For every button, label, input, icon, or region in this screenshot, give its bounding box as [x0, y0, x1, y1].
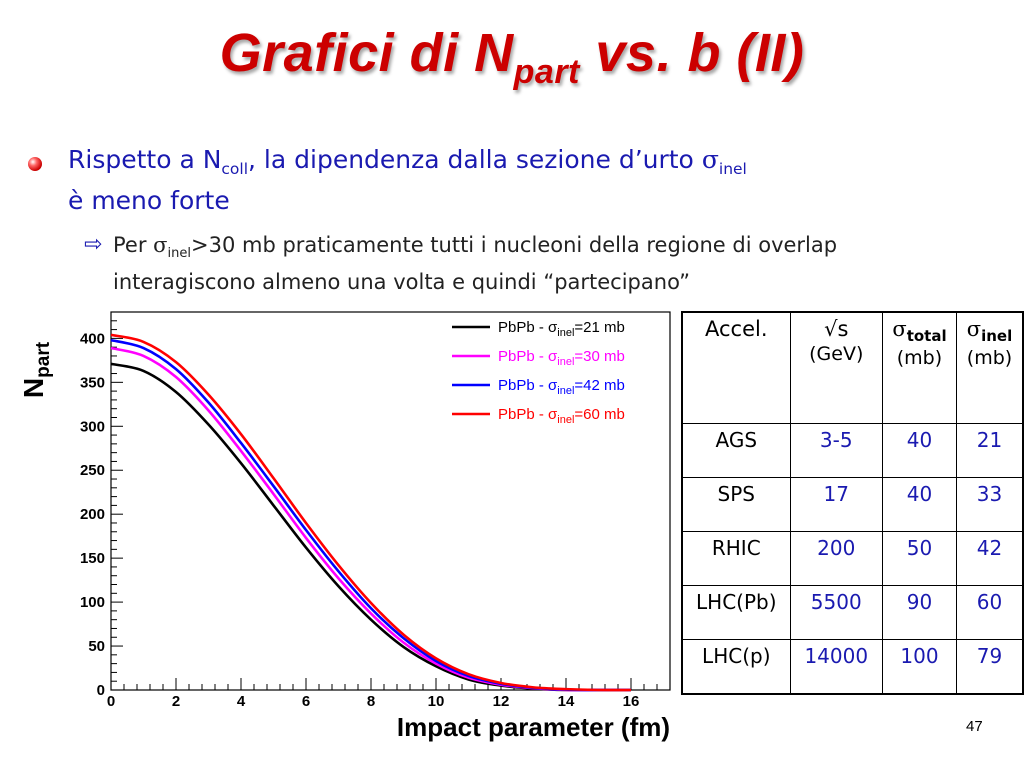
bullet1-part-c: è meno forte [68, 186, 230, 215]
table-cell-sigma-total: 40 [881, 423, 957, 478]
arrow-right-icon: ⇨ [84, 232, 103, 257]
legend-entry-4: PbPb - σinel=60 mb [498, 406, 625, 426]
bullet1-part-a: Rispetto a N [68, 145, 222, 174]
title-subscript: part [513, 52, 580, 91]
legend-label: PbPb - σ [498, 319, 558, 336]
legend-entry-1: PbPb - σinel=21 mb [498, 319, 625, 339]
header-sqrts-label: √s [824, 317, 849, 341]
header-sigma-total-symbol: σ [892, 317, 907, 341]
bullet1-sub-coll: coll [221, 160, 249, 178]
bullet2-part-a: Per [113, 233, 154, 257]
slide-title: Grafici di Npart vs. b (II) [0, 22, 1024, 92]
bullet-text-2: Per σinel>30 mb praticamente tutti i nuc… [113, 231, 953, 297]
x-tick-label: 14 [558, 693, 575, 710]
y-tick-label: 300 [80, 418, 105, 435]
accelerator-table: Accel. √s (GeV) σtotal (mb) σinel (mb) AGS … [681, 311, 1024, 695]
title-end: vs. b (II) [579, 23, 805, 83]
legend-label-value: =60 mb [574, 406, 624, 423]
bullet1-part-b: , la dipendenza dalla sezione d’urto [248, 145, 702, 174]
table-cell-accel: AGS [681, 423, 791, 478]
legend-label-sub: inel [557, 414, 574, 426]
table-row: RHIC 200 50 42 [681, 531, 1024, 586]
header-sqrts: √s (GeV) [789, 311, 883, 424]
table-cell-sigma-total: 50 [881, 531, 957, 586]
table-cell-sigma-inel: 42 [955, 531, 1024, 586]
header-sigma-inel: σinel (mb) [955, 311, 1024, 424]
y-tick-label: 0 [97, 682, 105, 699]
table-cell-sigma-inel: 79 [955, 639, 1024, 694]
legend-label: PbPb - σ [498, 377, 558, 394]
x-tick-label: 0 [107, 693, 115, 710]
table-cell-sqrts: 14000 [789, 639, 883, 694]
table-row: LHC(p) 14000 100 79 [681, 639, 1024, 694]
table-row: LHC(Pb) 5500 90 60 [681, 585, 1024, 640]
y-tick-label: 50 [88, 638, 105, 655]
x-tick-label: 16 [623, 693, 640, 710]
table-cell-accel: SPS [681, 477, 791, 532]
x-tick-label: 2 [172, 693, 180, 710]
y-tick-label: 200 [80, 506, 105, 523]
header-sigma-inel-symbol: σ [966, 317, 982, 341]
legend-label-value: =21 mb [574, 319, 624, 336]
legend-entry-2: PbPb - σinel=30 mb [498, 348, 625, 368]
y-tick-label: 100 [80, 594, 105, 611]
table-cell-accel: LHC(p) [681, 639, 791, 694]
x-tick-label: 4 [237, 693, 246, 710]
y-axis-title-main: N [18, 378, 49, 398]
npart-vs-b-chart: 0 2 4 6 8 10 12 14 16 0 50 100 150 200 250 300 350 400 Imp… [18, 311, 671, 742]
bullet-text-1: Rispetto a Ncoll, la dipendenza dalla se… [68, 144, 968, 217]
table-cell-sqrts: 5500 [789, 585, 883, 640]
bullet-icon [28, 157, 42, 171]
header-sigma-inel-sub: inel [981, 327, 1013, 345]
y-axis-title: Npart [18, 341, 54, 398]
bullet1-sigma: σ [701, 145, 719, 174]
header-sigma-total-sub: total [906, 327, 947, 345]
legend-label-value: =30 mb [574, 348, 624, 365]
table-cell-accel: LHC(Pb) [681, 585, 791, 640]
table-row: AGS 3-5 40 21 [681, 423, 1024, 478]
series-line-4 [110, 333, 632, 692]
x-axis-title: Impact parameter (fm) [397, 712, 670, 742]
legend-label: PbPb - σ [498, 406, 558, 423]
legend-label-sub: inel [557, 327, 574, 339]
header-accel: Accel. [681, 311, 791, 424]
table-header-row: Accel. √s (GeV) σtotal (mb) σinel (mb) [681, 311, 1024, 424]
legend-label: PbPb - σ [498, 348, 558, 365]
table-cell-sqrts: 200 [789, 531, 883, 586]
table-cell-sigma-inel: 33 [955, 477, 1024, 532]
table-cell-sigma-inel: 60 [955, 585, 1024, 640]
header-sqrts-unit: (GeV) [809, 343, 864, 365]
y-tick-label: 400 [80, 330, 105, 347]
x-tick-label: 10 [428, 693, 445, 710]
y-tick-label: 150 [80, 550, 105, 567]
legend-label-sub: inel [557, 385, 574, 397]
page-number: 47 [966, 718, 983, 735]
header-sigma-total: σtotal (mb) [881, 311, 957, 424]
x-tick-label: 6 [302, 693, 310, 710]
table-cell-accel: RHIC [681, 531, 791, 586]
header-accel-label: Accel. [705, 317, 768, 341]
legend-entry-3: PbPb - σinel=42 mb [498, 377, 625, 397]
table-row: SPS 17 40 33 [681, 477, 1024, 532]
title-main: Grafici di N [219, 23, 514, 83]
bullet2-sub-inel: inel [167, 246, 192, 262]
x-tick-label: 12 [493, 693, 510, 710]
y-tick-label: 350 [80, 374, 105, 391]
bullet2-part-b: >30 mb praticamente tutti i nucleoni del… [113, 233, 838, 295]
legend-label-value: =42 mb [574, 377, 624, 394]
header-sigma-inel-unit: (mb) [966, 347, 1013, 369]
header-sigma-total-unit: (mb) [896, 347, 943, 369]
y-tick-label: 250 [80, 462, 105, 479]
y-axis-title-sub: part [33, 341, 54, 378]
table-cell-sigma-total: 90 [881, 585, 957, 640]
table-cell-sqrts: 3-5 [789, 423, 883, 478]
bullet1-sub-inel: inel [718, 160, 747, 178]
x-tick-label: 8 [367, 693, 375, 710]
table-cell-sigma-total: 40 [881, 477, 957, 532]
table-cell-sqrts: 17 [789, 477, 883, 532]
table-cell-sigma-inel: 21 [955, 423, 1024, 478]
bullet2-sigma: σ [153, 233, 168, 257]
table-cell-sigma-total: 100 [881, 639, 957, 694]
legend-label-sub: inel [557, 356, 574, 368]
